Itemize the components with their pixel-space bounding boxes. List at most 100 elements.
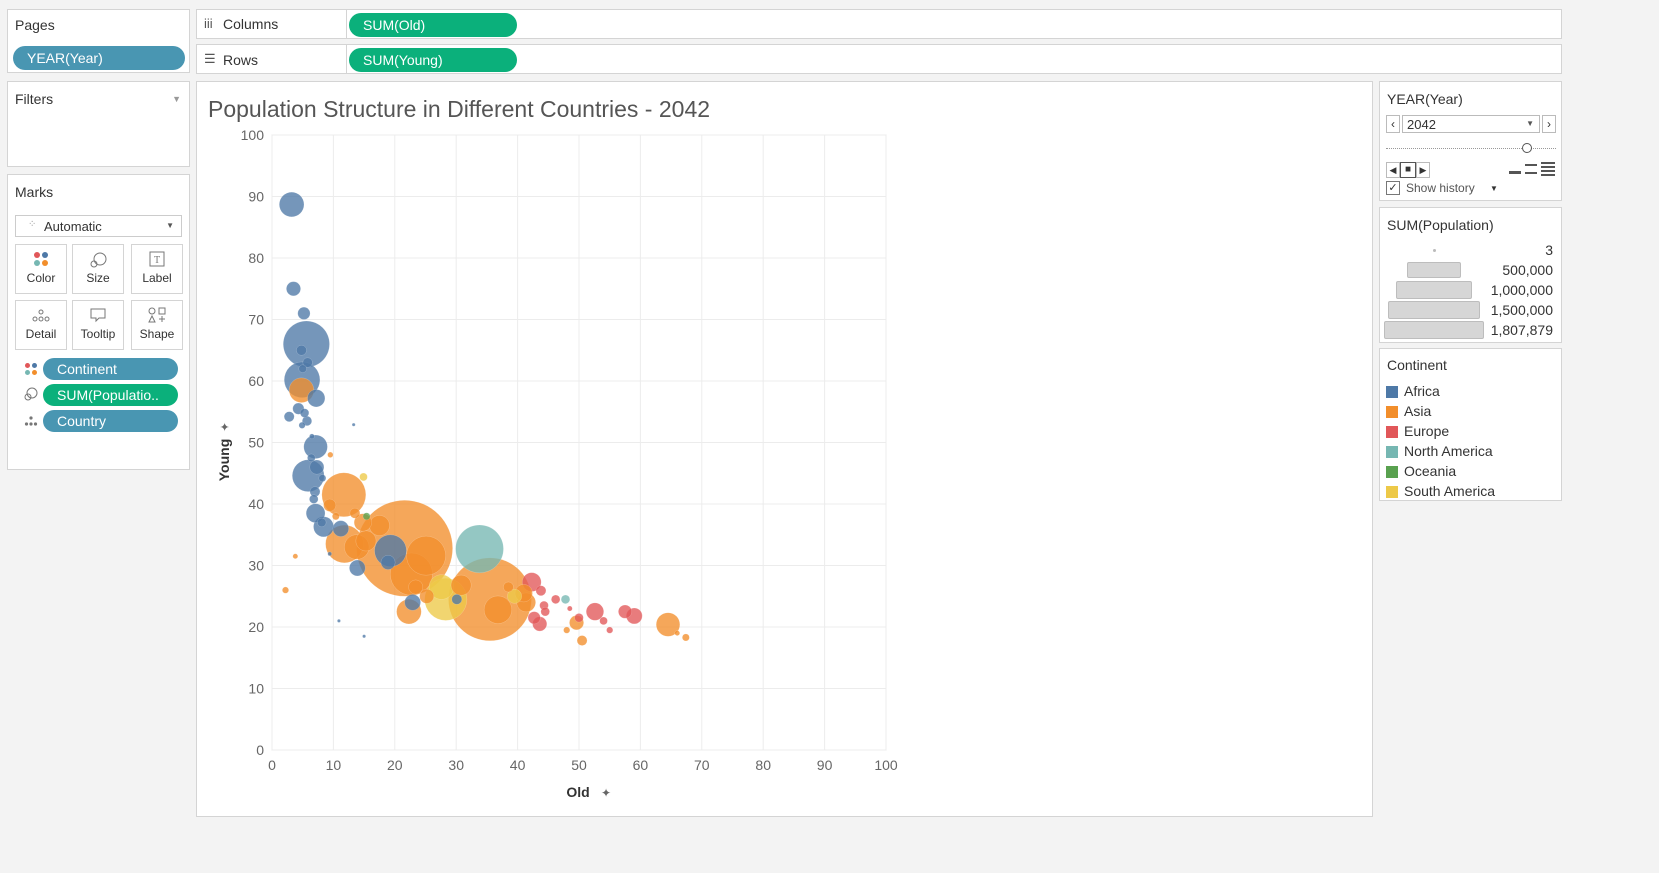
data-point[interactable]: [535, 585, 547, 597]
data-point[interactable]: [332, 520, 350, 537]
scatter-chart[interactable]: 0 10 20 30 40 50 60 70 80 90 100 0 10 20 30 40 50 60 70 80…: [197, 102, 957, 817]
data-point[interactable]: [369, 515, 390, 536]
data-point[interactable]: [351, 422, 356, 427]
data-point[interactable]: [450, 574, 472, 596]
show-history-label[interactable]: Show history: [1406, 181, 1475, 195]
data-point[interactable]: [483, 595, 513, 624]
y-axis-label[interactable]: Young: [216, 439, 232, 482]
filters-dropdown-icon[interactable]: ▼: [172, 94, 181, 104]
data-point[interactable]: [307, 389, 326, 408]
slider-handle[interactable]: [1522, 143, 1532, 153]
data-point[interactable]: [618, 604, 632, 619]
data-point[interactable]: [380, 555, 396, 570]
x-axis-label[interactable]: Old: [566, 784, 589, 800]
data-point[interactable]: [503, 581, 514, 593]
data-point[interactable]: [317, 517, 327, 528]
country-pill[interactable]: Country: [43, 410, 178, 432]
rows-young-pill[interactable]: SUM(Young): [349, 48, 517, 72]
data-point[interactable]: [406, 535, 446, 576]
data-point[interactable]: [507, 588, 522, 604]
data-point[interactable]: [567, 605, 573, 612]
data-point[interactable]: [540, 607, 550, 617]
data-point[interactable]: [327, 451, 334, 458]
data-point[interactable]: [362, 634, 366, 639]
tooltip-button[interactable]: Tooltip: [72, 300, 124, 350]
data-point[interactable]: [309, 494, 319, 504]
data-point[interactable]: [302, 357, 313, 368]
show-history-dropdown-icon[interactable]: ▼: [1490, 184, 1498, 193]
shape-icon: [132, 307, 182, 325]
data-point[interactable]: [599, 616, 608, 626]
prev-page-button[interactable]: ‹: [1386, 115, 1400, 133]
data-point[interactable]: [307, 453, 316, 463]
data-point[interactable]: [404, 594, 421, 611]
data-point[interactable]: [585, 602, 604, 621]
data-point[interactable]: [298, 421, 306, 429]
data-point[interactable]: [349, 507, 361, 519]
playback-controls: ◀ ■ ▶: [1386, 162, 1434, 178]
data-point[interactable]: [327, 551, 332, 557]
pages-year-pill[interactable]: YEAR(Year): [13, 46, 185, 70]
tooltip-button-label: Tooltip: [80, 327, 116, 341]
data-point[interactable]: [455, 524, 504, 574]
data-point[interactable]: [318, 474, 327, 482]
data-point[interactable]: [305, 503, 326, 523]
play-forward-icon[interactable]: ▶: [1416, 162, 1430, 178]
data-point[interactable]: [451, 594, 463, 605]
data-point[interactable]: [359, 472, 368, 482]
data-point[interactable]: [337, 619, 341, 623]
speed-slow-icon[interactable]: [1509, 164, 1521, 174]
data-point[interactable]: [419, 588, 435, 604]
data-point[interactable]: [408, 579, 424, 595]
size-button[interactable]: Size: [72, 244, 124, 294]
data-point[interactable]: [560, 594, 571, 604]
data-point[interactable]: [362, 512, 371, 521]
data-point[interactable]: [309, 459, 325, 475]
data-point[interactable]: [682, 633, 690, 642]
label-button[interactable]: T Label: [131, 244, 183, 294]
data-point[interactable]: [655, 612, 681, 637]
data-point[interactable]: [332, 512, 340, 521]
shape-button[interactable]: Shape: [131, 300, 183, 350]
year-select[interactable]: 2042 ▼: [1402, 115, 1540, 133]
population-pill[interactable]: SUM(Populatio..: [43, 384, 178, 406]
data-point[interactable]: [286, 281, 301, 297]
data-point[interactable]: [323, 498, 337, 512]
continent-pill[interactable]: Continent: [43, 358, 178, 380]
speed-fast-icon[interactable]: [1541, 162, 1555, 176]
year-select-value: 2042: [1407, 117, 1436, 132]
data-point[interactable]: [309, 433, 315, 440]
year-slider[interactable]: [1386, 143, 1556, 153]
data-point[interactable]: [292, 553, 299, 560]
next-page-button[interactable]: ›: [1542, 115, 1556, 133]
data-point[interactable]: [576, 635, 588, 646]
data-point[interactable]: [674, 630, 681, 636]
data-point[interactable]: [574, 613, 584, 623]
detail-button[interactable]: Detail: [15, 300, 67, 350]
data-point[interactable]: [299, 408, 310, 418]
data-point[interactable]: [298, 364, 307, 373]
data-point[interactable]: [296, 344, 307, 356]
x-tick-label: 80: [755, 757, 771, 773]
data-point[interactable]: [355, 530, 377, 552]
data-point[interactable]: [279, 191, 305, 218]
color-button[interactable]: Color: [15, 244, 67, 294]
data-point[interactable]: [283, 411, 295, 422]
data-point[interactable]: [551, 594, 561, 604]
data-point[interactable]: [282, 586, 289, 594]
play-back-icon[interactable]: ◀: [1386, 162, 1400, 178]
data-point[interactable]: [303, 434, 328, 459]
data-point[interactable]: [349, 559, 366, 577]
data-point[interactable]: [297, 306, 311, 320]
data-point[interactable]: [563, 626, 571, 634]
label-button-label: Label: [142, 271, 172, 285]
data-point[interactable]: [527, 611, 541, 625]
mark-type-dropdown[interactable]: ⁘ Automatic ▼: [15, 215, 182, 237]
rows-shelf: ☰ Rows SUM(Young): [196, 44, 1562, 74]
show-history-checkbox[interactable]: ✓: [1386, 181, 1400, 195]
stop-icon[interactable]: ■: [1400, 162, 1416, 178]
filters-shelf[interactable]: Filters ▼: [7, 81, 190, 167]
speed-medium-icon[interactable]: [1525, 164, 1537, 174]
data-point[interactable]: [606, 626, 614, 634]
columns-old-pill[interactable]: SUM(Old): [349, 13, 517, 37]
